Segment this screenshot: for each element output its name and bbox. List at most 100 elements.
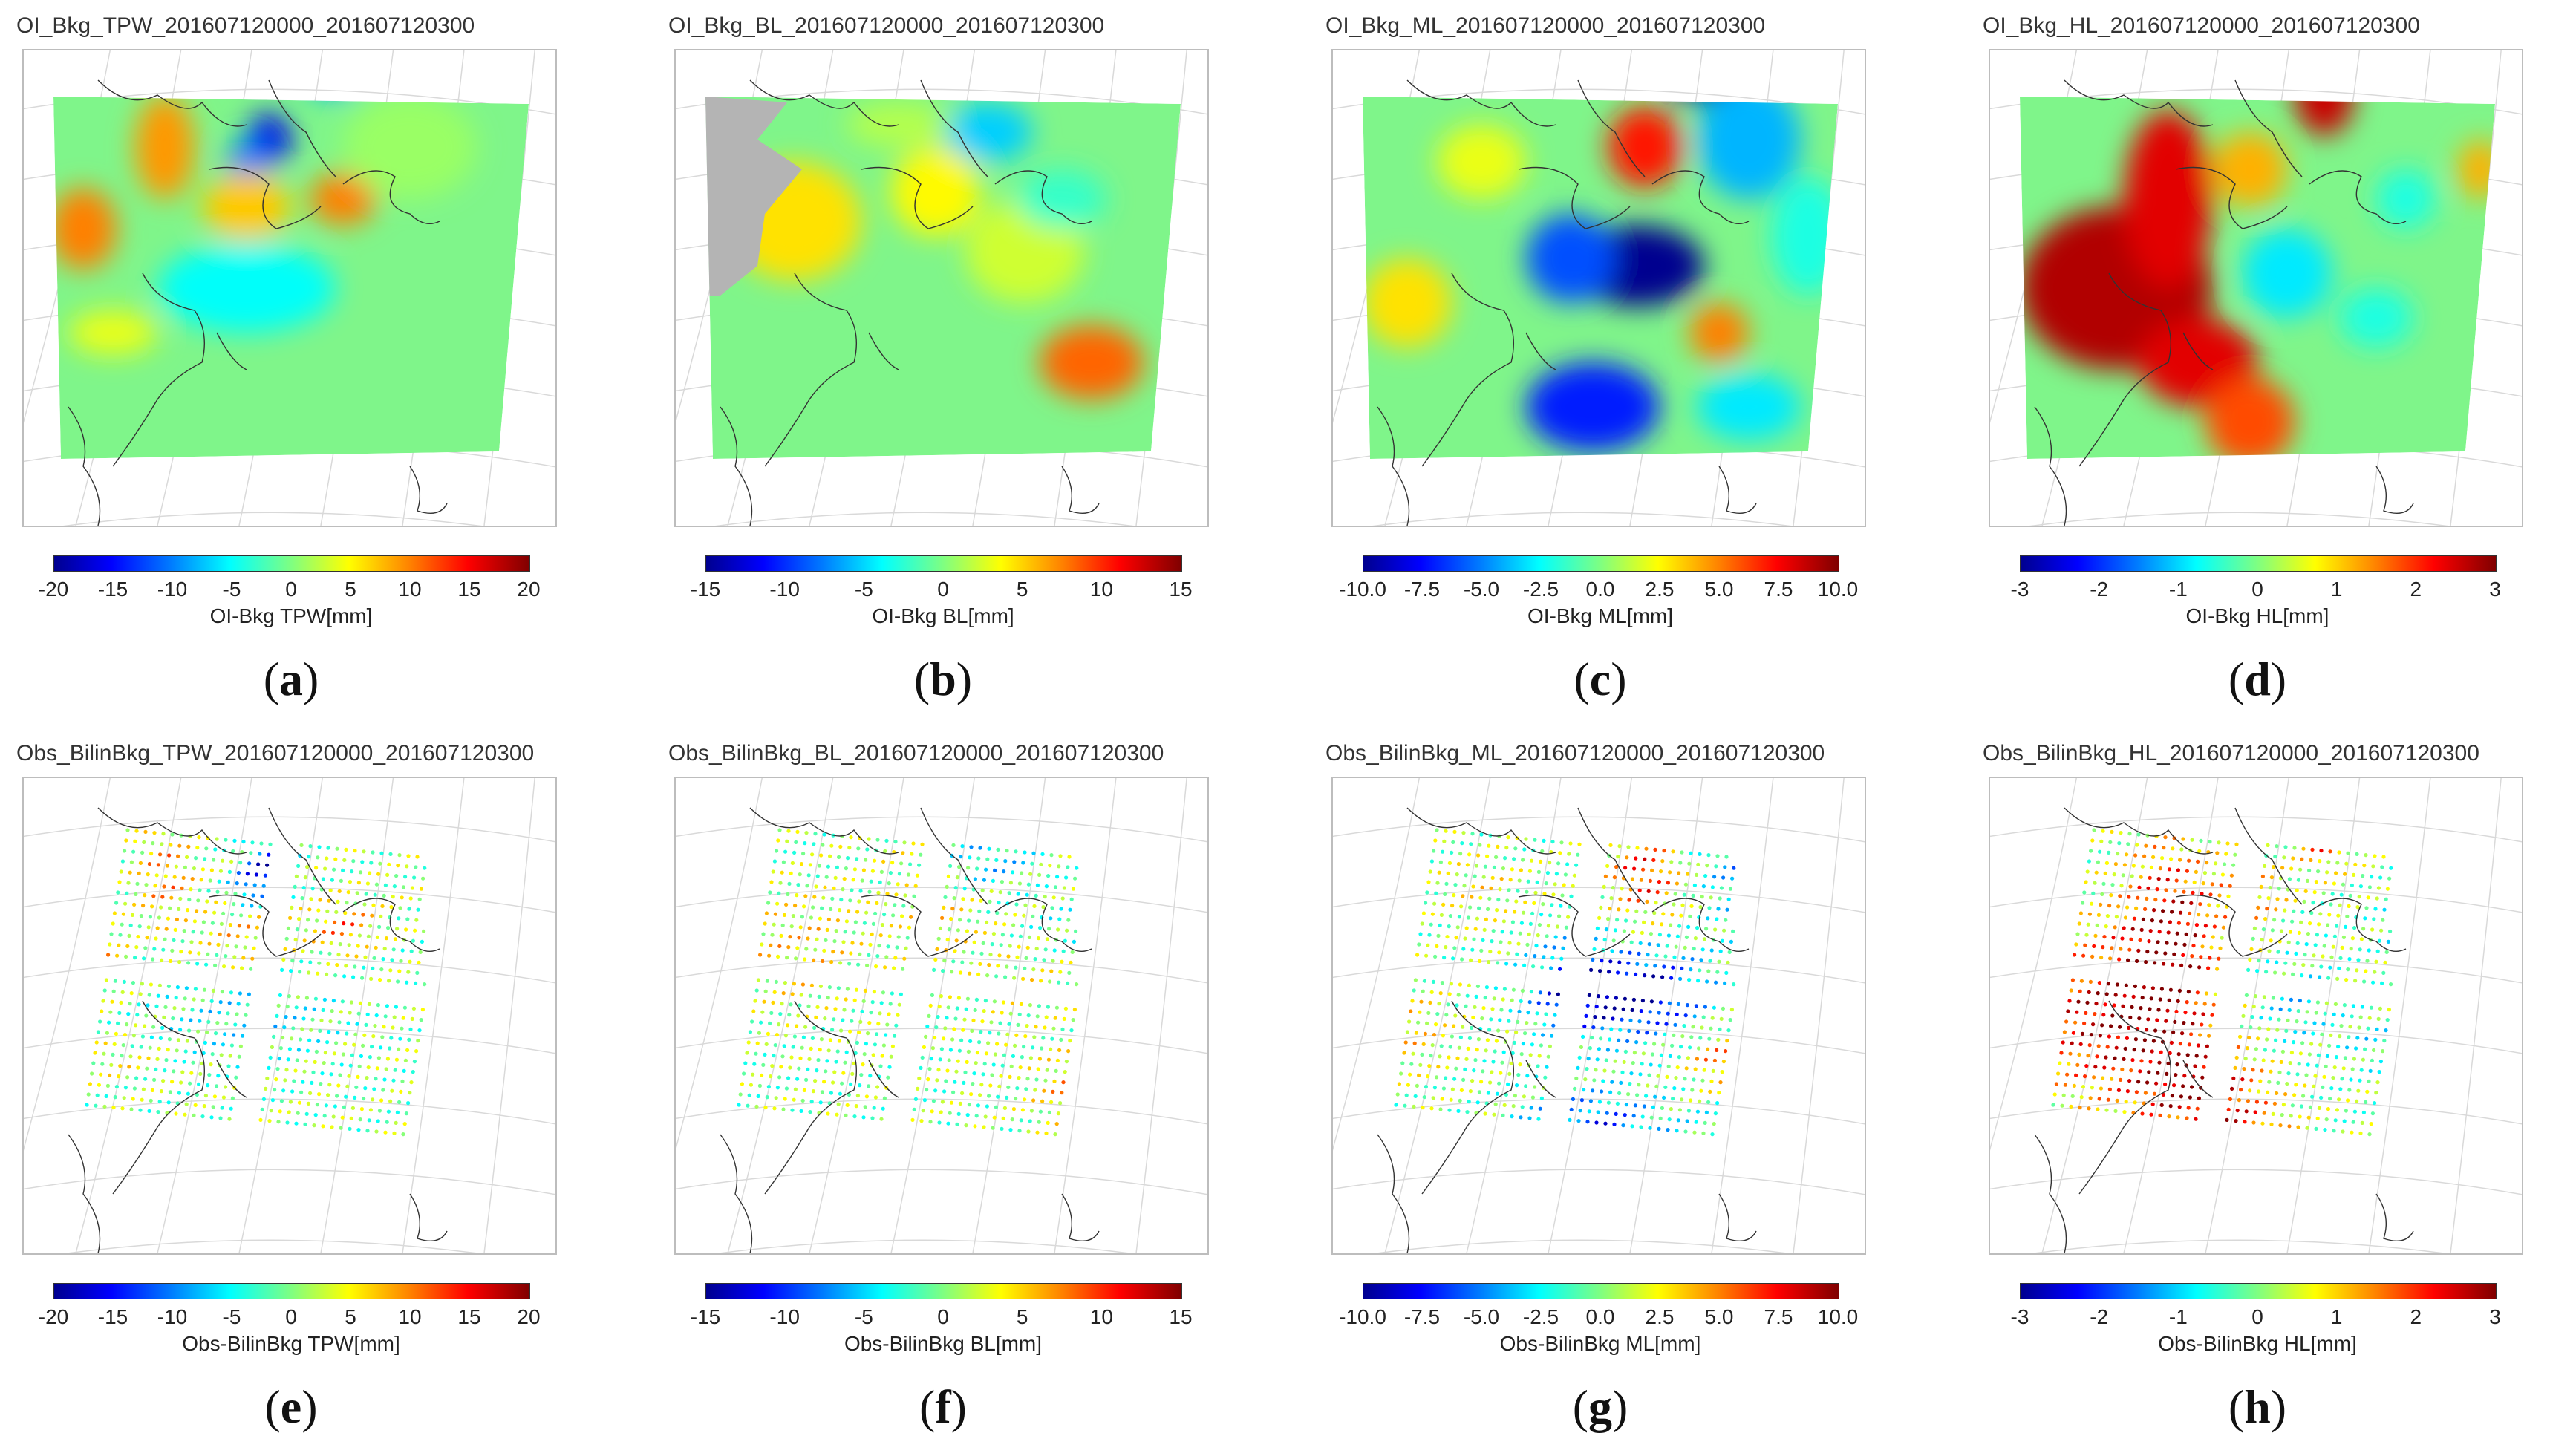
- obs-point: [2359, 1068, 2364, 1072]
- obs-point: [365, 1076, 369, 1080]
- obs-point: [199, 878, 203, 882]
- colorbar-tick: 15: [457, 578, 481, 601]
- obs-point: [1060, 959, 1064, 964]
- obs-point: [861, 999, 866, 1003]
- obs-point: [2339, 892, 2344, 897]
- obs-point: [2255, 969, 2260, 973]
- obs-point: [1651, 921, 1655, 926]
- obs-point: [768, 890, 772, 895]
- obs-point: [2213, 992, 2217, 996]
- obs-point: [2343, 872, 2347, 876]
- obs-point: [945, 938, 950, 942]
- obs-point: [1486, 907, 1490, 911]
- obs-point: [1075, 866, 1079, 870]
- obs-point: [1710, 1132, 1715, 1137]
- obs-point: [786, 945, 791, 950]
- obs-point: [2180, 900, 2185, 904]
- obs-point: [759, 1020, 763, 1025]
- obs-point: [2257, 1026, 2262, 1031]
- obs-point: [1066, 865, 1070, 869]
- map-svg: [1990, 50, 2522, 526]
- obs-point: [1510, 1114, 1514, 1119]
- obs-point: [2341, 882, 2345, 887]
- obs-point: [203, 1040, 207, 1045]
- obs-point: [2191, 944, 2196, 948]
- obs-point: [2130, 1058, 2135, 1062]
- obs-point: [274, 1077, 278, 1082]
- obs-point: [198, 888, 202, 892]
- obs-point: [389, 1036, 394, 1040]
- obs-point: [373, 1024, 377, 1028]
- obs-point: [1495, 1091, 1499, 1096]
- obs-point: [1648, 1126, 1652, 1130]
- obs-point: [1729, 939, 1733, 944]
- obs-point: [2318, 1042, 2323, 1047]
- obs-point: [2318, 975, 2322, 979]
- obs-point: [939, 994, 943, 999]
- obs-point: [411, 938, 416, 943]
- obs-point: [1546, 1054, 1550, 1059]
- obs-point: [160, 842, 164, 846]
- obs-point: [368, 871, 372, 875]
- obs-point: [1056, 1111, 1060, 1116]
- obs-point: [162, 884, 166, 889]
- obs-point: [280, 967, 284, 972]
- obs-point: [1545, 1065, 1549, 1069]
- obs-point: [273, 1024, 278, 1028]
- obs-point: [957, 1048, 962, 1053]
- obs-point: [2144, 960, 2148, 964]
- obs-point: [2220, 936, 2224, 940]
- obs-point: [2124, 1100, 2128, 1104]
- field-anomaly: [2243, 229, 2332, 318]
- obs-point: [1416, 1020, 1421, 1025]
- obs-point: [1578, 1109, 1582, 1113]
- obs-point: [2333, 1002, 2338, 1006]
- obs-point: [177, 843, 182, 848]
- obs-point: [134, 829, 139, 833]
- obs-point: [1044, 1015, 1049, 1019]
- obs-point: [338, 1073, 342, 1077]
- obs-point: [884, 838, 889, 843]
- obs-point: [215, 1084, 219, 1088]
- obs-point: [826, 864, 830, 869]
- obs-point: [224, 954, 228, 959]
- obs-point: [964, 1123, 968, 1128]
- field-anomaly: [2295, 97, 2354, 136]
- obs-point: [1639, 1009, 1643, 1013]
- obs-point: [1663, 1032, 1667, 1036]
- obs-point: [1669, 976, 1674, 980]
- obs-point: [2223, 915, 2228, 919]
- obs-point: [922, 1098, 927, 1103]
- obs-point: [1028, 1119, 1032, 1123]
- obs-point: [367, 1118, 371, 1123]
- obs-point: [2081, 953, 2086, 958]
- obs-point: [1691, 893, 1695, 898]
- obs-point: [2134, 1090, 2139, 1094]
- obs-point: [1539, 913, 1544, 917]
- obs-point: [358, 1001, 362, 1005]
- obs-point: [1044, 884, 1049, 889]
- obs-point: [206, 1083, 210, 1088]
- obs-point: [989, 1020, 994, 1025]
- obs-point: [809, 983, 814, 987]
- obs-point: [125, 891, 129, 895]
- obs-point: [279, 1099, 284, 1103]
- obs-point: [160, 1025, 165, 1030]
- obs-point: [407, 1037, 411, 1042]
- obs-point: [1692, 1014, 1697, 1019]
- obs-point: [2289, 1114, 2293, 1118]
- colorbar-tick: -15: [97, 1305, 128, 1328]
- obs-point: [264, 1086, 268, 1091]
- obs-point: [1443, 1023, 1447, 1028]
- obs-point: [1014, 1033, 1019, 1037]
- obs-point: [1635, 846, 1640, 850]
- obs-point: [2296, 878, 2300, 882]
- obs-point: [1009, 1064, 1014, 1068]
- obs-point: [1014, 849, 1018, 854]
- obs-point: [417, 1028, 422, 1033]
- obs-point: [356, 1128, 361, 1132]
- obs-point: [1673, 1022, 1677, 1027]
- obs-point: [1485, 854, 1490, 858]
- obs-point: [983, 1114, 988, 1119]
- obs-point: [888, 1002, 893, 1006]
